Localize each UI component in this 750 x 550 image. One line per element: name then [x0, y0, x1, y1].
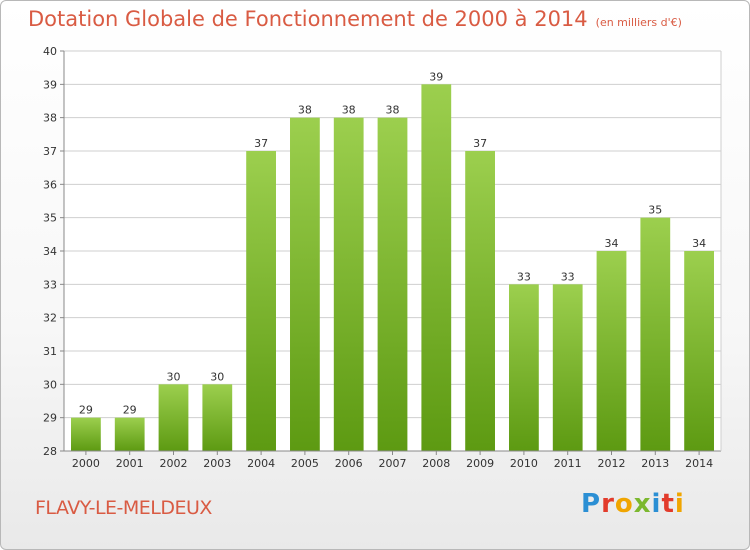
proxiti-logo[interactable]: Proxiti: [581, 489, 685, 519]
bar: [421, 84, 452, 451]
logo-letter: i: [674, 489, 685, 519]
bar: [290, 117, 320, 452]
x-tick-label: 2008: [422, 457, 450, 470]
bar: [71, 417, 101, 451]
bars: 29 29 30 30 37 38 38 38 39 37 33 33 34 35 34: [71, 70, 714, 452]
bar: [640, 217, 671, 451]
bar: [509, 284, 539, 451]
bar: [246, 151, 276, 451]
bar-value-label: 35: [648, 204, 662, 217]
bar-value-label: 30: [210, 370, 224, 383]
bar-value-label: 39: [429, 70, 443, 83]
y-tick-label: 29: [43, 412, 57, 425]
x-tick-label: 2010: [510, 457, 538, 470]
bar-value-label: 29: [79, 404, 93, 417]
bar: [377, 117, 408, 452]
bar: [465, 151, 495, 451]
x-tick-label: 2007: [379, 457, 407, 470]
bar-value-label: 34: [605, 237, 619, 250]
x-tick-label: 2005: [291, 457, 319, 470]
logo-letter: i: [651, 489, 662, 519]
bar: [333, 117, 364, 452]
bar-value-label: 37: [473, 137, 487, 150]
bar-value-label: 38: [386, 104, 400, 117]
y-tick-label: 28: [43, 445, 57, 458]
bar: [158, 384, 189, 451]
chart-subtitle: (en milliers d'€): [595, 16, 682, 29]
y-tick-label: 30: [43, 378, 57, 391]
y-tick-label: 37: [43, 145, 57, 158]
y-tick-label: 32: [43, 312, 57, 325]
logo-letter: x: [633, 489, 652, 519]
logo-letter: r: [601, 489, 615, 519]
y-tick-label: 34: [43, 245, 57, 258]
bar: [684, 251, 714, 451]
x-tick-label: 2014: [685, 457, 713, 470]
y-tick-label: 31: [43, 345, 57, 358]
x-tick-label: 2001: [116, 457, 144, 470]
x-tick-label: 2000: [72, 457, 100, 470]
chart-title: Dotation Globale de Fonctionnement de 20…: [28, 7, 588, 31]
y-tick-label: 40: [43, 45, 57, 58]
commune-name: FLAVY-LE-MELDEUX: [35, 497, 212, 519]
bar-value-label: 34: [692, 237, 706, 250]
x-tick-label: 2002: [160, 457, 188, 470]
y-tick-label: 33: [43, 278, 57, 291]
logo-letter: P: [581, 489, 602, 519]
y-tick-label: 39: [43, 78, 57, 91]
bar-value-label: 38: [298, 104, 312, 117]
bar-value-label: 37: [254, 137, 268, 150]
y-tick-label: 36: [43, 178, 57, 191]
x-tick-label: 2012: [598, 457, 626, 470]
bar: [202, 384, 233, 451]
y-tick-label: 35: [43, 212, 57, 225]
bar-value-label: 33: [517, 270, 531, 283]
bar-value-label: 29: [123, 404, 137, 417]
bar-value-label: 33: [561, 270, 575, 283]
axes: 28 29 30 31 32 33 34 35 36 37 38 39 40 2000 2001 2002 20…: [43, 45, 722, 470]
bar-value-label: 30: [167, 370, 181, 383]
x-tick-label: 2009: [466, 457, 494, 470]
logo-letter: o: [614, 489, 634, 519]
chart-header: Dotation Globale de Fonctionnement de 20…: [28, 7, 682, 31]
bar-value-label: 38: [342, 104, 356, 117]
bar: [114, 417, 145, 451]
x-tick-label: 2006: [335, 457, 363, 470]
y-tick-label: 38: [43, 112, 57, 125]
x-tick-label: 2004: [247, 457, 275, 470]
x-tick-label: 2013: [641, 457, 669, 470]
x-tick-label: 2011: [554, 457, 582, 470]
bar: [596, 251, 627, 451]
x-tick-label: 2003: [203, 457, 231, 470]
logo-letter: t: [661, 489, 675, 519]
bar: [552, 284, 583, 451]
